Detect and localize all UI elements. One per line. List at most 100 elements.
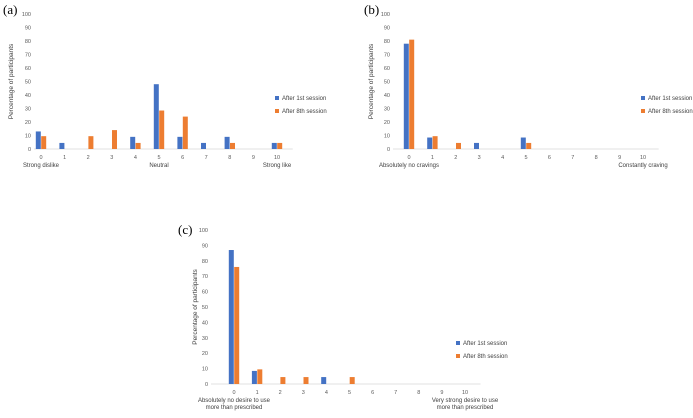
panel-c-ytick-label: 80 — [202, 259, 208, 265]
panel-a-bar — [201, 142, 206, 149]
panel-b-ytick-label: 20 — [384, 120, 390, 126]
panel-c-ytick-label: 0 — [205, 382, 208, 388]
panel-a-ytick-label: 40 — [25, 93, 31, 99]
panel-a-bar — [88, 136, 94, 149]
panel-a-ytick-label: 100 — [22, 12, 31, 18]
panel-b-legend-swatch — [641, 109, 645, 113]
panel-b-xtick-label: 9 — [618, 155, 621, 161]
panel-b-xtick-label: 3 — [478, 155, 481, 161]
panel-c-xtick-label: 8 — [417, 390, 420, 396]
panel-c-label: (c) — [178, 222, 192, 237]
panel-b-bar — [456, 142, 461, 149]
panel-a-bar — [182, 116, 188, 149]
panel-c-xtick-label: 6 — [371, 390, 374, 396]
panel-a-bar — [153, 84, 159, 149]
panel-a-xtick-label: 0 — [39, 155, 42, 161]
panel-b-ytick-label: 70 — [384, 53, 390, 59]
panel-c-ytick-label: 20 — [202, 351, 208, 357]
panel-a-bar — [277, 142, 283, 149]
panel-b-xtick-label: 5 — [524, 155, 527, 161]
panel-a-xtick-label: 6 — [181, 155, 184, 161]
panel-b-ytick-label: 90 — [384, 26, 390, 32]
panel-c-xtick-label: 7 — [394, 390, 397, 396]
panel-c-annotation: more than prescribed — [437, 405, 494, 411]
panel-a-ytick-label: 70 — [25, 53, 31, 59]
panel-c-bar — [321, 377, 327, 384]
panel-b-bar — [432, 136, 438, 149]
panel-c-xtick-label: 9 — [440, 390, 443, 396]
panel-b-ytick-label: 60 — [384, 66, 390, 72]
panel-a-bar — [41, 136, 47, 149]
panel-b-ytick-label: 50 — [384, 80, 390, 86]
panel-b-bar — [409, 39, 415, 149]
panel-c-xtick-label: 1 — [256, 390, 259, 396]
panel-a-bar — [271, 142, 277, 149]
panel-a-bar — [177, 136, 183, 149]
panel-a-bar — [59, 142, 65, 149]
panel-c-bar — [251, 370, 257, 384]
panel-c-annotation: Very strong desire to use — [432, 398, 499, 404]
panel-b-legend-label: After 1st session — [648, 96, 692, 102]
panel-b-xtick-label: 8 — [595, 155, 598, 161]
panel-a-bar — [159, 110, 165, 149]
panel-a-ytick-label: 50 — [25, 80, 31, 86]
panel-a-xtick-label: 7 — [205, 155, 208, 161]
panel-a-ytick-label: 0 — [28, 147, 31, 153]
panel-a-ytick-label: 60 — [25, 66, 31, 72]
panel-a-bar — [35, 131, 41, 149]
panel-a-xtick-label: 10 — [274, 155, 280, 161]
panel-c-xtick-label: 5 — [348, 390, 351, 396]
panel-a-xtick-label: 5 — [157, 155, 160, 161]
panel-c-annotation: more than prescribed — [206, 405, 263, 411]
panel-c-legend-swatch — [456, 341, 460, 345]
panel-c-bar — [234, 266, 240, 384]
panel-b-xtick-label: 0 — [407, 155, 410, 161]
panel-c-annotation: Absolutely no desire to use — [198, 398, 271, 404]
panel-c-ytick-label: 50 — [202, 305, 208, 311]
panel-c-xtick-label: 2 — [279, 390, 282, 396]
panel-b-annotation: Constantly craving — [618, 163, 667, 169]
panel-c-xtick-label: 3 — [302, 390, 305, 396]
panel-a-legend-label: After 8th session — [282, 109, 327, 115]
panel-b-bar — [403, 43, 409, 150]
panel-c-ytick-label: 40 — [202, 320, 208, 326]
panel-a-label: (a) — [3, 2, 17, 17]
panel-c-xtick-label: 0 — [232, 390, 235, 396]
panel-a-ytick-label: 20 — [25, 120, 31, 126]
panel-c-ytick-label: 60 — [202, 290, 208, 296]
panel-b-ytick-label: 0 — [387, 147, 390, 153]
panel-a-annotation: Strong dislike — [23, 163, 60, 169]
panel-b-bar — [427, 137, 433, 149]
panel-c-ylabel: Percentage of participants — [192, 268, 199, 344]
panel-c-xtick-label: 10 — [462, 390, 468, 396]
panel-b-bar — [526, 142, 532, 149]
panel-a-bar — [230, 142, 235, 149]
panel-c-bar — [349, 377, 355, 384]
panel-a-legend-swatch — [275, 109, 279, 113]
panel-b-xtick-label: 7 — [571, 155, 574, 161]
panel-a-ylabel: Percentage of participants — [8, 43, 15, 119]
panel-c-bar — [280, 377, 286, 384]
panel-a-bar — [130, 136, 136, 149]
panel-b-xtick-label: 2 — [454, 155, 457, 161]
panel-c-ytick-label: 10 — [202, 367, 208, 373]
panel-b-ytick-label: 80 — [384, 39, 390, 45]
panel-c-bar — [228, 250, 234, 384]
panel-a-xtick-label: 9 — [252, 155, 255, 161]
panel-b-xtick-label: 10 — [640, 155, 646, 161]
panel-c-xtick-label: 4 — [325, 390, 328, 396]
panel-a-xtick-label: 3 — [110, 155, 113, 161]
panel-b-ytick-label: 10 — [384, 134, 390, 140]
panel-c-ytick-label: 90 — [202, 243, 208, 249]
panel-c-ytick-label: 30 — [202, 336, 208, 342]
panel-a-bar — [224, 136, 230, 149]
panel-c-bar — [303, 377, 309, 384]
panel-c-ytick-label: 70 — [202, 274, 208, 280]
panel-b-ylabel: Percentage of participants — [368, 43, 375, 119]
panel-b-xtick-label: 4 — [501, 155, 504, 161]
panel-a-ytick-label: 80 — [25, 39, 31, 45]
panel-a-ytick-label: 10 — [25, 134, 31, 140]
panel-b-xtick-label: 6 — [548, 155, 551, 161]
panel-b-legend-swatch — [641, 96, 645, 100]
